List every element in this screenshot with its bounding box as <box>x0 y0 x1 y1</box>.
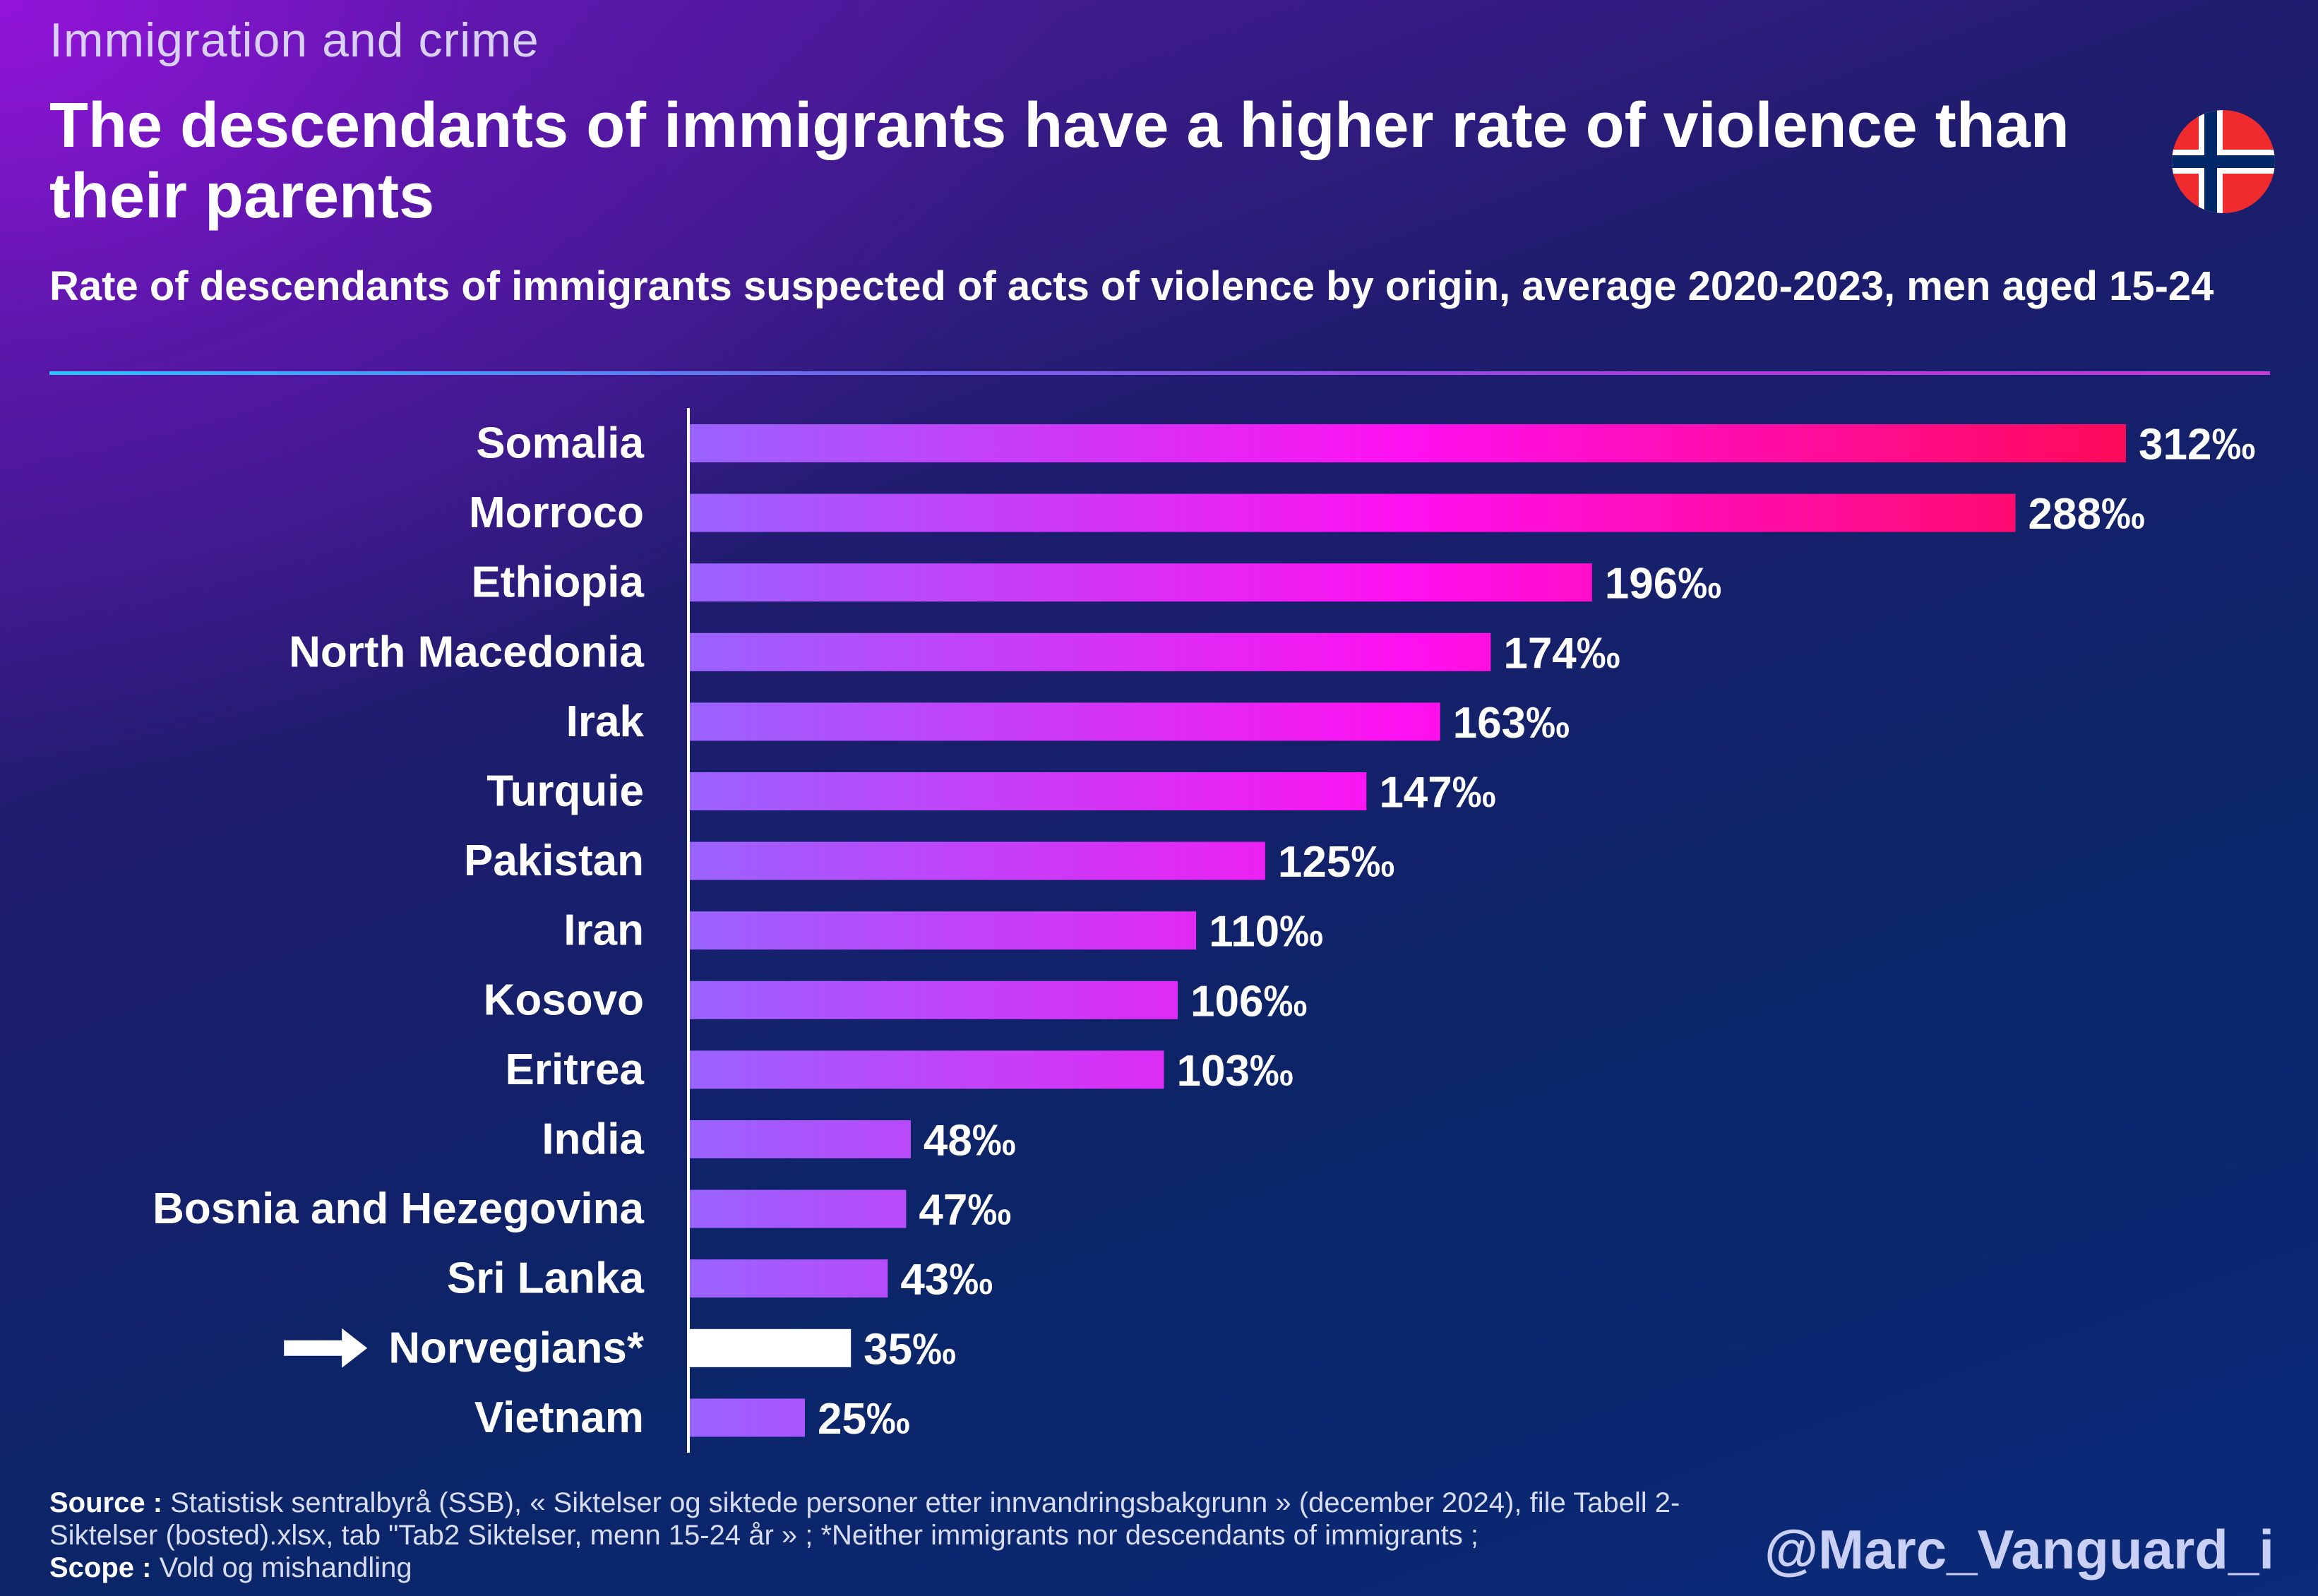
source-note: Source : Statistisk sentralbyrå (SSB), «… <box>49 1487 1758 1584</box>
scope-label: Scope : <box>49 1552 152 1583</box>
category-label: Irak <box>566 697 645 746</box>
value-label: 163‰ <box>1453 699 1570 748</box>
page-title: The descendants of immigrants have a hig… <box>49 90 2069 232</box>
bar-eritrea <box>690 1050 1164 1089</box>
value-label: 288‰ <box>2029 490 2145 539</box>
category-label: Pakistan <box>464 836 644 885</box>
category-label: Sri Lanka <box>447 1254 645 1303</box>
value-label: 312‰ <box>2139 421 2255 469</box>
value-label: 43‰ <box>900 1256 993 1304</box>
bar-chart: Somalia 312‰ Morroco 288‰ Ethiopia 196‰ North … <box>153 419 2255 1444</box>
chart-subtitle: Rate of descendants of immigrants suspec… <box>49 263 2214 309</box>
bar-kosovo <box>690 980 1178 1019</box>
value-label: 125‰ <box>1278 838 1394 887</box>
category-label: Norvegians* <box>388 1324 645 1372</box>
right-arrow-icon <box>284 1328 368 1368</box>
category-label: Ethiopia <box>471 558 644 607</box>
bar-north-macedonia <box>690 632 1491 671</box>
norway-flag-icon <box>2172 110 2275 213</box>
scope-text: Vold og mishandling <box>159 1552 412 1583</box>
value-label: 47‰ <box>919 1186 1011 1235</box>
category-label: Iran <box>563 906 644 955</box>
bar-morroco <box>690 493 2016 532</box>
value-label: 35‰ <box>864 1325 956 1374</box>
value-label: 106‰ <box>1190 977 1307 1026</box>
bars: Somalia 312‰ Morroco 288‰ Ethiopia 196‰ North … <box>153 419 2255 1444</box>
value-label: 147‰ <box>1379 769 1495 817</box>
value-label: 110‰ <box>1209 908 1323 956</box>
bar-somalia <box>690 424 2126 462</box>
category-label: Eritrea <box>506 1045 645 1094</box>
source-label: Source : <box>49 1487 163 1518</box>
bar-norvegians <box>690 1328 852 1367</box>
bar-pakistan <box>690 841 1265 880</box>
author-handle[interactable]: @Marc_Vanguard_i <box>1764 1518 2274 1580</box>
bar-turquie <box>690 772 1367 810</box>
divider <box>49 371 2270 375</box>
bar-vietnam <box>690 1398 805 1437</box>
bar-iran <box>690 911 1197 950</box>
value-label: 103‰ <box>1176 1047 1293 1096</box>
bar-sri-lanka <box>690 1259 888 1298</box>
bar-india <box>690 1120 911 1158</box>
kicker: Immigration and crime <box>49 13 539 67</box>
category-label: Kosovo <box>484 976 644 1024</box>
bar-ethiopia <box>690 563 1592 602</box>
bar-bosnia-and-hezegovina <box>690 1189 907 1228</box>
category-label: Turquie <box>486 767 644 816</box>
bar-irak <box>690 702 1440 741</box>
value-label: 48‰ <box>924 1117 1016 1165</box>
category-label: Bosnia and Hezegovina <box>153 1184 644 1233</box>
category-label: Vietnam <box>474 1393 644 1442</box>
category-label: Morroco <box>469 488 644 537</box>
value-label: 196‰ <box>1605 560 1721 608</box>
category-label: North Macedonia <box>289 628 644 676</box>
category-label: India <box>542 1115 644 1164</box>
source-text: Statistisk sentralbyrå (SSB), « Siktelse… <box>49 1487 1680 1551</box>
value-label: 25‰ <box>818 1395 910 1444</box>
category-label: Somalia <box>476 419 644 468</box>
value-label: 174‰ <box>1503 629 1620 678</box>
